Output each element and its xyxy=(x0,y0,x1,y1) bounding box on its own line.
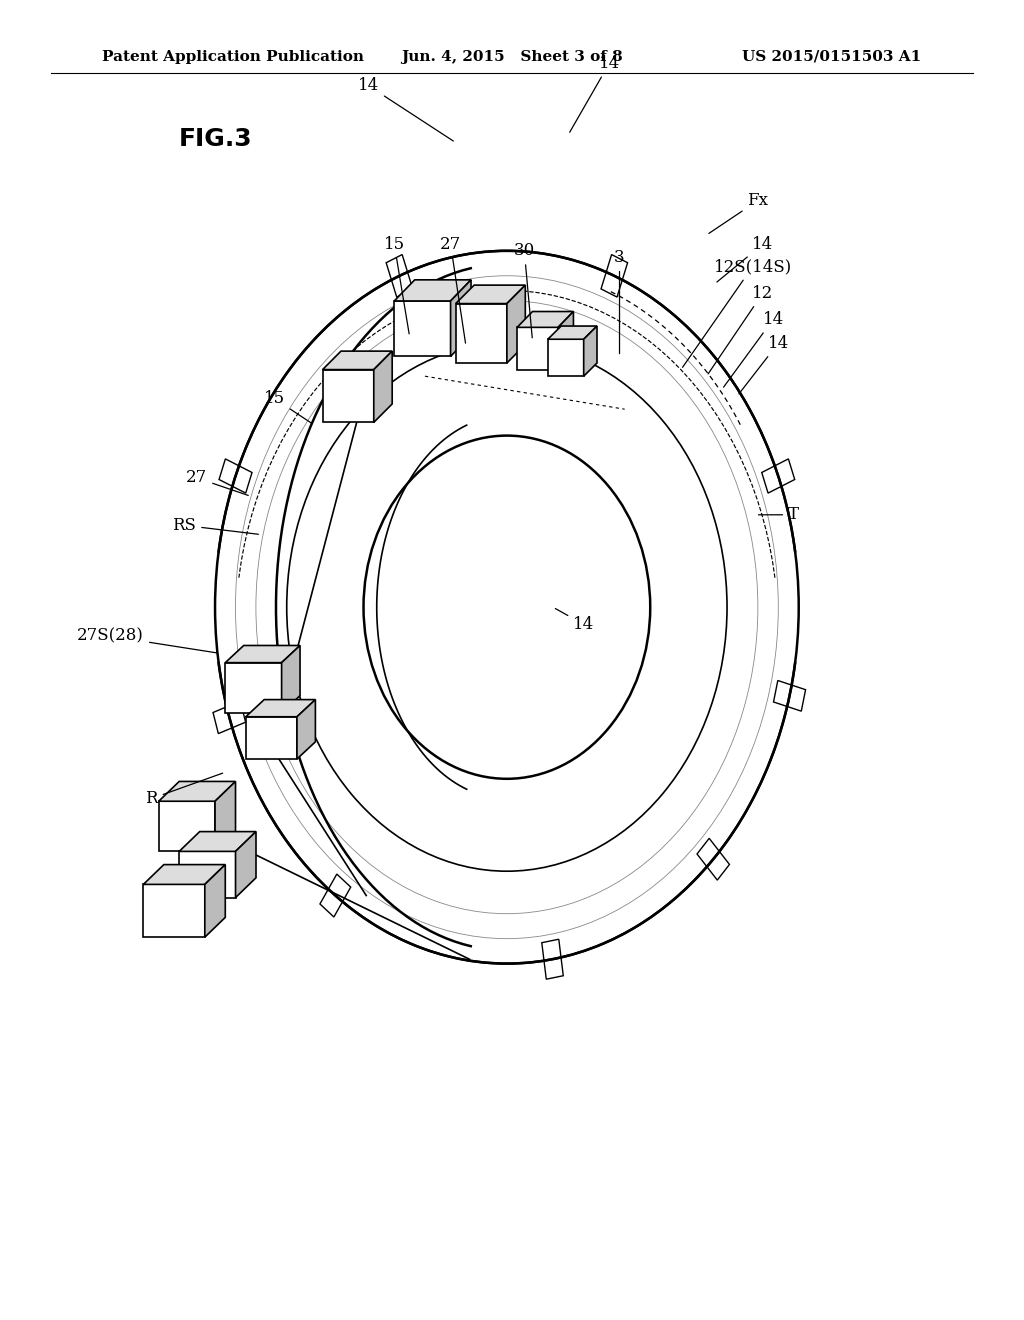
Polygon shape xyxy=(456,285,525,304)
Text: Fx: Fx xyxy=(709,193,768,234)
Text: RS: RS xyxy=(172,517,258,535)
Text: Patent Application Publication: Patent Application Publication xyxy=(102,50,365,63)
Polygon shape xyxy=(143,884,205,937)
Polygon shape xyxy=(159,801,215,851)
Polygon shape xyxy=(225,663,282,713)
Text: 12: 12 xyxy=(709,285,773,374)
Polygon shape xyxy=(394,280,471,301)
Text: US 2015/0151503 A1: US 2015/0151503 A1 xyxy=(742,50,922,63)
Polygon shape xyxy=(297,700,315,759)
Polygon shape xyxy=(215,781,236,851)
Polygon shape xyxy=(236,832,256,898)
Polygon shape xyxy=(517,312,573,327)
Text: 27S(28): 27S(28) xyxy=(77,628,217,653)
Text: 14: 14 xyxy=(724,312,783,387)
Polygon shape xyxy=(159,781,236,801)
Text: 3: 3 xyxy=(614,249,625,354)
Text: T: T xyxy=(759,507,799,523)
Polygon shape xyxy=(517,327,558,370)
Polygon shape xyxy=(456,304,507,363)
Polygon shape xyxy=(451,280,471,356)
Polygon shape xyxy=(143,865,225,884)
Text: FIG.3: FIG.3 xyxy=(179,127,253,150)
Text: 27: 27 xyxy=(186,470,248,495)
Polygon shape xyxy=(323,370,374,422)
Text: 14: 14 xyxy=(358,78,454,141)
Text: 14: 14 xyxy=(569,55,620,132)
Polygon shape xyxy=(323,351,392,370)
Polygon shape xyxy=(225,645,300,663)
Text: 12S(14S): 12S(14S) xyxy=(683,259,792,367)
Text: 14: 14 xyxy=(555,609,594,632)
Text: 14: 14 xyxy=(739,335,788,393)
Polygon shape xyxy=(179,851,236,898)
Polygon shape xyxy=(394,301,451,356)
Text: 15: 15 xyxy=(384,236,410,334)
Polygon shape xyxy=(282,645,300,713)
Polygon shape xyxy=(558,312,573,370)
Polygon shape xyxy=(507,285,525,363)
Text: R: R xyxy=(145,774,222,807)
Text: Jun. 4, 2015   Sheet 3 of 8: Jun. 4, 2015 Sheet 3 of 8 xyxy=(401,50,623,63)
Polygon shape xyxy=(205,865,225,937)
Polygon shape xyxy=(374,351,392,422)
Polygon shape xyxy=(548,339,584,376)
Polygon shape xyxy=(584,326,597,376)
Text: 30: 30 xyxy=(514,243,535,338)
Text: 14: 14 xyxy=(717,236,773,282)
Polygon shape xyxy=(246,700,315,717)
Polygon shape xyxy=(246,717,297,759)
Polygon shape xyxy=(179,832,256,851)
Text: 15: 15 xyxy=(264,391,312,424)
Text: 27: 27 xyxy=(440,236,466,343)
Polygon shape xyxy=(548,326,597,339)
